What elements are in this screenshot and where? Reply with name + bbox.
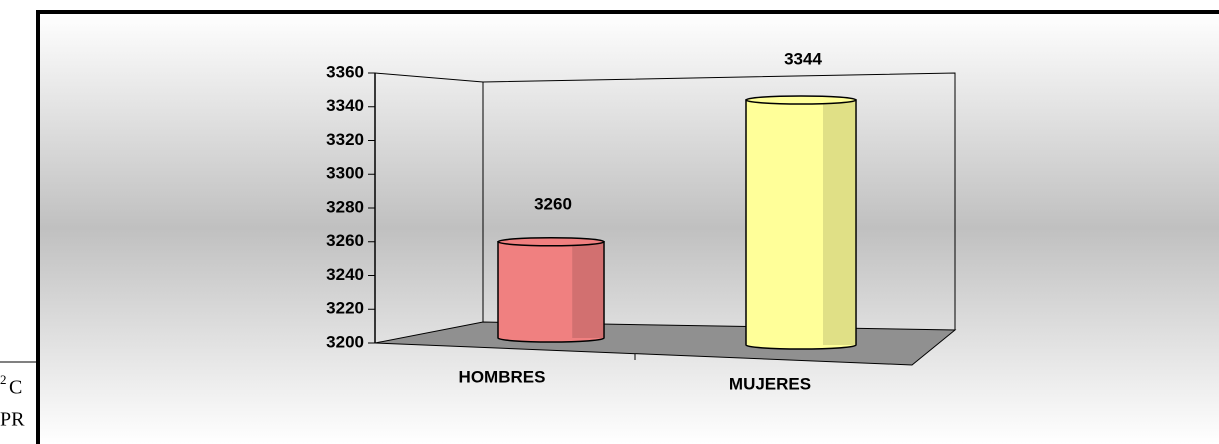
chart-area <box>38 12 1219 444</box>
y-tick-label: 3360 <box>326 62 364 81</box>
y-tick-label: 3260 <box>326 231 364 250</box>
y-tick-label: 3300 <box>326 164 364 183</box>
y-tick-label: 3340 <box>326 96 364 115</box>
bar-top <box>745 95 857 105</box>
footnote-marker: 2 <box>0 372 7 387</box>
y-tick-label: 3200 <box>326 332 364 351</box>
y-tick-label: 3220 <box>326 299 364 318</box>
bar-shade <box>572 241 603 338</box>
y-tick-label: 3320 <box>326 130 364 149</box>
back-wall <box>374 72 956 330</box>
footnote-text: C <box>9 377 22 399</box>
bar-top <box>497 237 605 247</box>
footnote-text: PR <box>0 409 25 431</box>
y-tick-label: 3280 <box>326 197 364 216</box>
value-label: 3344 <box>784 49 822 68</box>
x-tick-label: MUJERES <box>729 374 811 393</box>
bar-shade <box>823 100 855 345</box>
y-tick-label: 3240 <box>326 265 364 284</box>
value-label: 3260 <box>534 194 572 213</box>
bar <box>745 99 857 350</box>
x-tick-label: HOMBRES <box>459 367 546 386</box>
bar <box>497 241 605 343</box>
